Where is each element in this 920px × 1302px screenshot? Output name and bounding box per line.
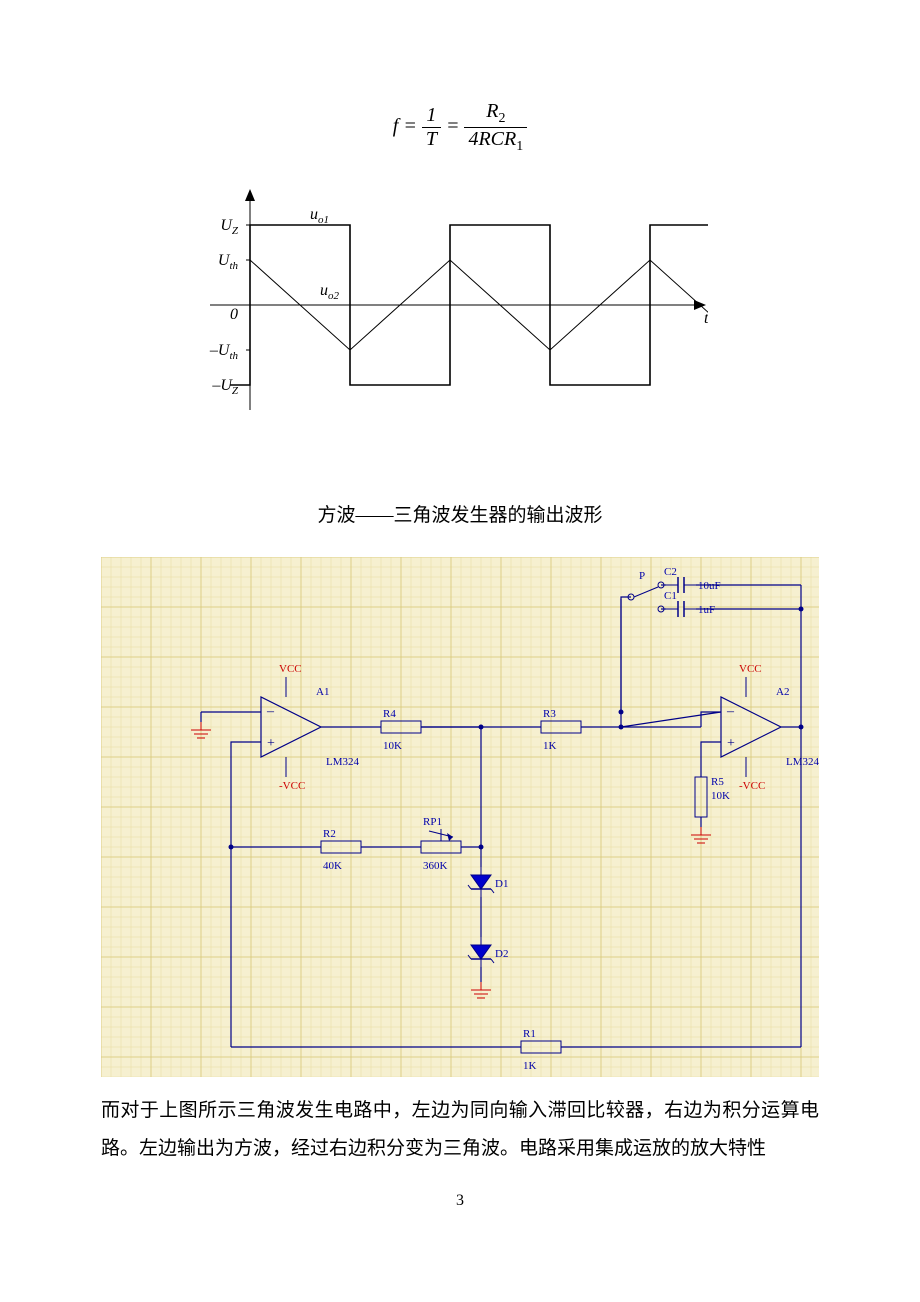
svg-text:-VCC: -VCC xyxy=(739,780,765,792)
svg-text:10uF: 10uF xyxy=(698,580,721,592)
svg-text:D1: D1 xyxy=(495,878,508,890)
svg-text:LM324: LM324 xyxy=(786,756,819,768)
svg-text:A2: A2 xyxy=(776,686,789,698)
svg-text:+: + xyxy=(267,736,275,751)
svg-text:1K: 1K xyxy=(543,740,557,752)
svg-text:C2: C2 xyxy=(664,566,677,578)
svg-text:-VCC: -VCC xyxy=(279,780,305,792)
svg-text:+: + xyxy=(727,736,735,751)
svg-text:uo2: uo2 xyxy=(320,282,340,302)
svg-text:–Uth: –Uth xyxy=(209,342,239,362)
svg-text:40K: 40K xyxy=(323,860,342,872)
waveform-figure: UZUth–Uth–UZ0tuo1uo2 xyxy=(180,175,740,450)
frequency-formula: f = 1 T = R2 4RCR1 xyxy=(0,100,920,155)
waveform-caption: 方波——三角波发生器的输出波形 xyxy=(0,500,920,527)
svg-text:R5: R5 xyxy=(711,776,724,788)
formula-lhs: f xyxy=(393,115,399,137)
svg-text:–UZ: –UZ xyxy=(211,377,239,397)
waveform-svg: UZUth–Uth–UZ0tuo1uo2 xyxy=(180,175,740,445)
svg-text:LM324: LM324 xyxy=(326,756,360,768)
svg-text:P: P xyxy=(639,570,645,582)
svg-text:R4: R4 xyxy=(383,708,396,720)
svg-text:UZ: UZ xyxy=(220,217,239,237)
schematic-svg: – + VCC -VCC A1 LM324 R4 10K R3 1K – + VCC -VCC A2 LM32… xyxy=(101,557,819,1077)
svg-text:360K: 360K xyxy=(423,860,448,872)
svg-text:–: – xyxy=(726,704,735,719)
svg-text:–: – xyxy=(266,704,275,719)
body-paragraph: 而对于上图所示三角波发生电路中，左边为同向输入滞回比较器，右边为积分运算电路。左… xyxy=(101,1092,819,1168)
svg-text:1uF: 1uF xyxy=(698,604,715,616)
svg-text:1K: 1K xyxy=(523,1060,537,1072)
schematic-figure: – + VCC -VCC A1 LM324 R4 10K R3 1K – + VCC -VCC A2 LM32… xyxy=(101,557,819,1082)
svg-text:VCC: VCC xyxy=(279,663,302,675)
svg-text:R1: R1 xyxy=(523,1028,536,1040)
svg-text:10K: 10K xyxy=(383,740,402,752)
formula-frac-1: 1 T xyxy=(422,104,441,151)
formula-frac-2: R2 4RCR1 xyxy=(464,100,527,155)
svg-text:RP1: RP1 xyxy=(423,816,442,828)
svg-text:R3: R3 xyxy=(543,708,556,720)
page-number: 3 xyxy=(0,1192,920,1210)
svg-text:R2: R2 xyxy=(323,828,336,840)
svg-text:C1: C1 xyxy=(664,590,677,602)
svg-text:0: 0 xyxy=(230,306,238,323)
svg-text:VCC: VCC xyxy=(739,663,762,675)
svg-text:A1: A1 xyxy=(316,686,329,698)
svg-text:uo1: uo1 xyxy=(310,206,329,226)
svg-text:D2: D2 xyxy=(495,948,508,960)
svg-text:10K: 10K xyxy=(711,790,730,802)
svg-text:Uth: Uth xyxy=(218,252,239,272)
